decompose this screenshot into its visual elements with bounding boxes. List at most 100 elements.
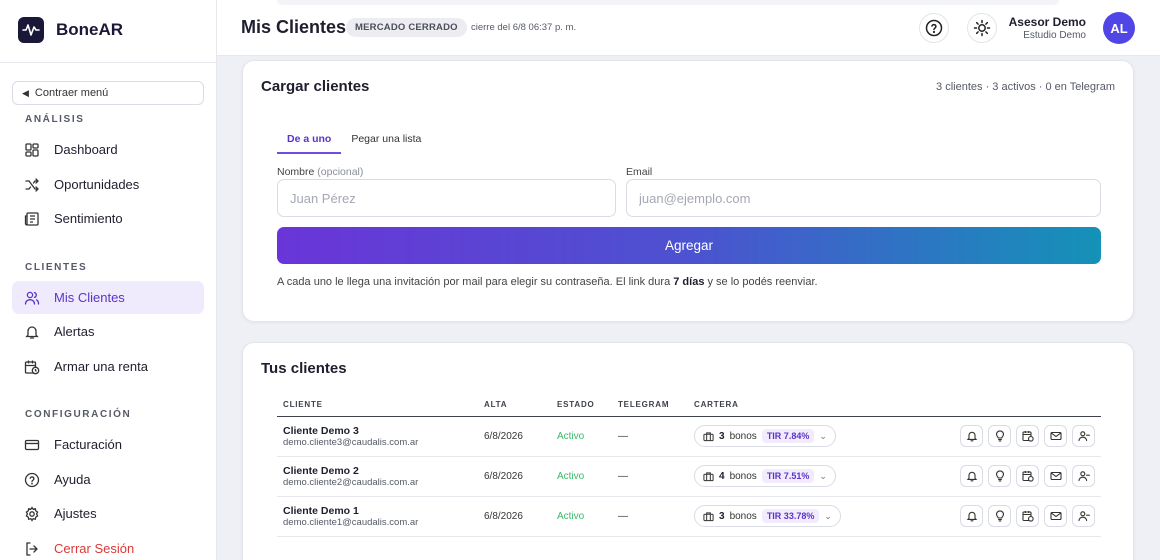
bell-icon xyxy=(25,325,39,339)
remove-client-button[interactable] xyxy=(1072,505,1095,527)
resend-invite-button[interactable] xyxy=(1044,505,1067,527)
collapse-menu-label: Contraer menú xyxy=(34,87,109,99)
income-plan-button[interactable] xyxy=(1016,425,1039,447)
sidebar-item-mis-clientes[interactable]: Mis Clientes xyxy=(12,281,204,314)
sidebar-item-armar-renta[interactable]: Armar una renta xyxy=(12,350,204,383)
collapse-menu-button[interactable]: ◀ Contraer menú xyxy=(12,81,204,105)
client-name[interactable]: Cliente Demo 1 xyxy=(283,504,359,517)
calendar-money-icon xyxy=(1021,471,1034,482)
client-telegram: — xyxy=(612,416,688,457)
chevron-down-icon: ⌄ xyxy=(819,430,827,441)
help-button[interactable] xyxy=(919,13,949,43)
briefcase-icon xyxy=(703,431,714,441)
column-header-cartera[interactable]: CARTERA xyxy=(688,398,943,417)
resend-invite-button[interactable] xyxy=(1044,425,1067,447)
table-row[interactable]: Cliente Demo 3 demo.cliente3@caudalis.co… xyxy=(277,416,1101,457)
add-client-button[interactable]: Agregar xyxy=(277,227,1101,264)
alert-button[interactable] xyxy=(960,425,983,447)
income-plan-button[interactable] xyxy=(1016,505,1039,527)
bonos-label: bonos xyxy=(729,470,757,482)
table-row[interactable]: Cliente Demo 1 demo.cliente1@caudalis.co… xyxy=(277,496,1101,537)
tir-badge: TIR 33.78% xyxy=(761,509,820,523)
calendar-money-icon xyxy=(1021,431,1034,442)
opportunity-button[interactable] xyxy=(988,465,1011,487)
sidebar-item-dashboard[interactable]: Dashboard xyxy=(12,133,204,166)
name-input[interactable] xyxy=(277,179,616,217)
resend-invite-button[interactable] xyxy=(1044,465,1067,487)
sidebar-item-ayuda[interactable]: Ayuda xyxy=(12,463,204,496)
brand-name: BoneAR xyxy=(56,20,124,39)
note-text-end: y se lo podés reenviar. xyxy=(704,276,818,288)
client-actions-cell xyxy=(943,416,1101,457)
client-email: demo.cliente1@caudalis.com.ar xyxy=(283,516,419,528)
logout-icon xyxy=(26,541,38,556)
user-name: Asesor Demo xyxy=(1008,15,1086,29)
avatar[interactable]: AL xyxy=(1103,12,1135,44)
sidebar-item-ajustes[interactable]: Ajustes xyxy=(12,497,204,530)
alert-button[interactable] xyxy=(960,505,983,527)
shuffle-icon xyxy=(25,177,39,192)
client-telegram: — xyxy=(612,456,688,497)
table-header-row: CLIENTE ALTA ESTADO TELEGRAM CARTERA xyxy=(277,398,1101,417)
section-title-configuracion: CONFIGURACIÓN xyxy=(25,409,132,420)
sun-icon xyxy=(973,19,991,37)
brand-logo-icon xyxy=(18,17,44,43)
table-row[interactable]: Cliente Demo 2 demo.cliente2@caudalis.co… xyxy=(277,456,1101,497)
theme-toggle-button[interactable] xyxy=(967,13,997,43)
client-name[interactable]: Cliente Demo 3 xyxy=(283,424,359,437)
load-clients-card: Cargar clientes 3 clientes · 3 activos ·… xyxy=(242,60,1134,322)
portfolio-dropdown[interactable]: 3 bonos TIR 7.84% ⌄ xyxy=(694,425,836,447)
market-close-time: cierre del 6/8 06:37 p. m. xyxy=(471,22,577,33)
chevron-down-icon: ⌄ xyxy=(819,470,827,481)
bell-icon xyxy=(966,511,977,522)
sidebar-item-facturacion[interactable]: Facturación xyxy=(12,428,204,461)
client-name[interactable]: Cliente Demo 2 xyxy=(283,464,359,477)
tab-pegar-lista[interactable]: Pegar una lista xyxy=(351,133,422,145)
name-optional-hint: (opcional) xyxy=(317,166,364,178)
email-input[interactable] xyxy=(626,179,1101,217)
brand[interactable]: BoneAR xyxy=(18,17,123,43)
users-icon xyxy=(24,291,40,305)
column-header-alta[interactable]: ALTA xyxy=(478,398,551,417)
remove-client-button[interactable] xyxy=(1072,425,1095,447)
section-title-clientes: CLIENTES xyxy=(25,262,88,273)
user-remove-icon xyxy=(1077,431,1090,442)
sidebar-item-cerrar-sesion[interactable]: Cerrar Sesión xyxy=(12,532,204,560)
calendar-money-icon xyxy=(1021,511,1034,522)
client-alta: 6/8/2026 xyxy=(478,496,551,537)
lightbulb-icon xyxy=(995,470,1004,482)
client-alta: 6/8/2026 xyxy=(478,416,551,457)
briefcase-icon xyxy=(703,511,714,521)
income-plan-button[interactable] xyxy=(1016,465,1039,487)
newspaper-icon xyxy=(24,211,39,226)
client-status: Activo xyxy=(551,456,612,497)
sidebar-item-label: Armar una renta xyxy=(54,359,148,374)
row-actions xyxy=(949,425,1095,447)
sidebar-item-sentimiento[interactable]: Sentimiento xyxy=(12,202,204,235)
opportunity-button[interactable] xyxy=(988,425,1011,447)
sidebar-item-label: Dashboard xyxy=(54,142,118,157)
top-header: Mis Clientes MERCADO CERRADO cierre del … xyxy=(217,0,1160,56)
opportunity-button[interactable] xyxy=(988,505,1011,527)
column-header-actions xyxy=(943,398,1101,417)
column-header-telegram[interactable]: TELEGRAM xyxy=(612,398,688,417)
tir-badge: TIR 7.51% xyxy=(761,469,815,483)
tab-de-a-uno[interactable]: De a uno xyxy=(277,131,342,154)
user-remove-icon xyxy=(1077,511,1090,522)
column-header-estado[interactable]: ESTADO xyxy=(551,398,612,417)
portfolio-dropdown[interactable]: 4 bonos TIR 7.51% ⌄ xyxy=(694,465,836,487)
credit-card-icon xyxy=(24,439,40,450)
column-header-cliente[interactable]: CLIENTE xyxy=(277,398,478,417)
portfolio-dropdown[interactable]: 3 bonos TIR 33.78% ⌄ xyxy=(694,505,841,527)
sidebar: BoneAR ◀ Contraer menú ANÁLISIS Dashboar… xyxy=(0,0,217,560)
sidebar-item-oportunidades[interactable]: Oportunidades xyxy=(12,168,204,201)
client-portfolio-cell: 3 bonos TIR 33.78% ⌄ xyxy=(688,496,943,537)
help-icon xyxy=(925,19,943,37)
alert-button[interactable] xyxy=(960,465,983,487)
remove-client-button[interactable] xyxy=(1072,465,1095,487)
client-actions-cell xyxy=(943,496,1101,537)
sidebar-item-alertas[interactable]: Alertas xyxy=(12,315,204,348)
tir-badge: TIR 7.84% xyxy=(761,429,815,443)
client-actions-cell xyxy=(943,456,1101,497)
client-telegram: — xyxy=(612,496,688,537)
